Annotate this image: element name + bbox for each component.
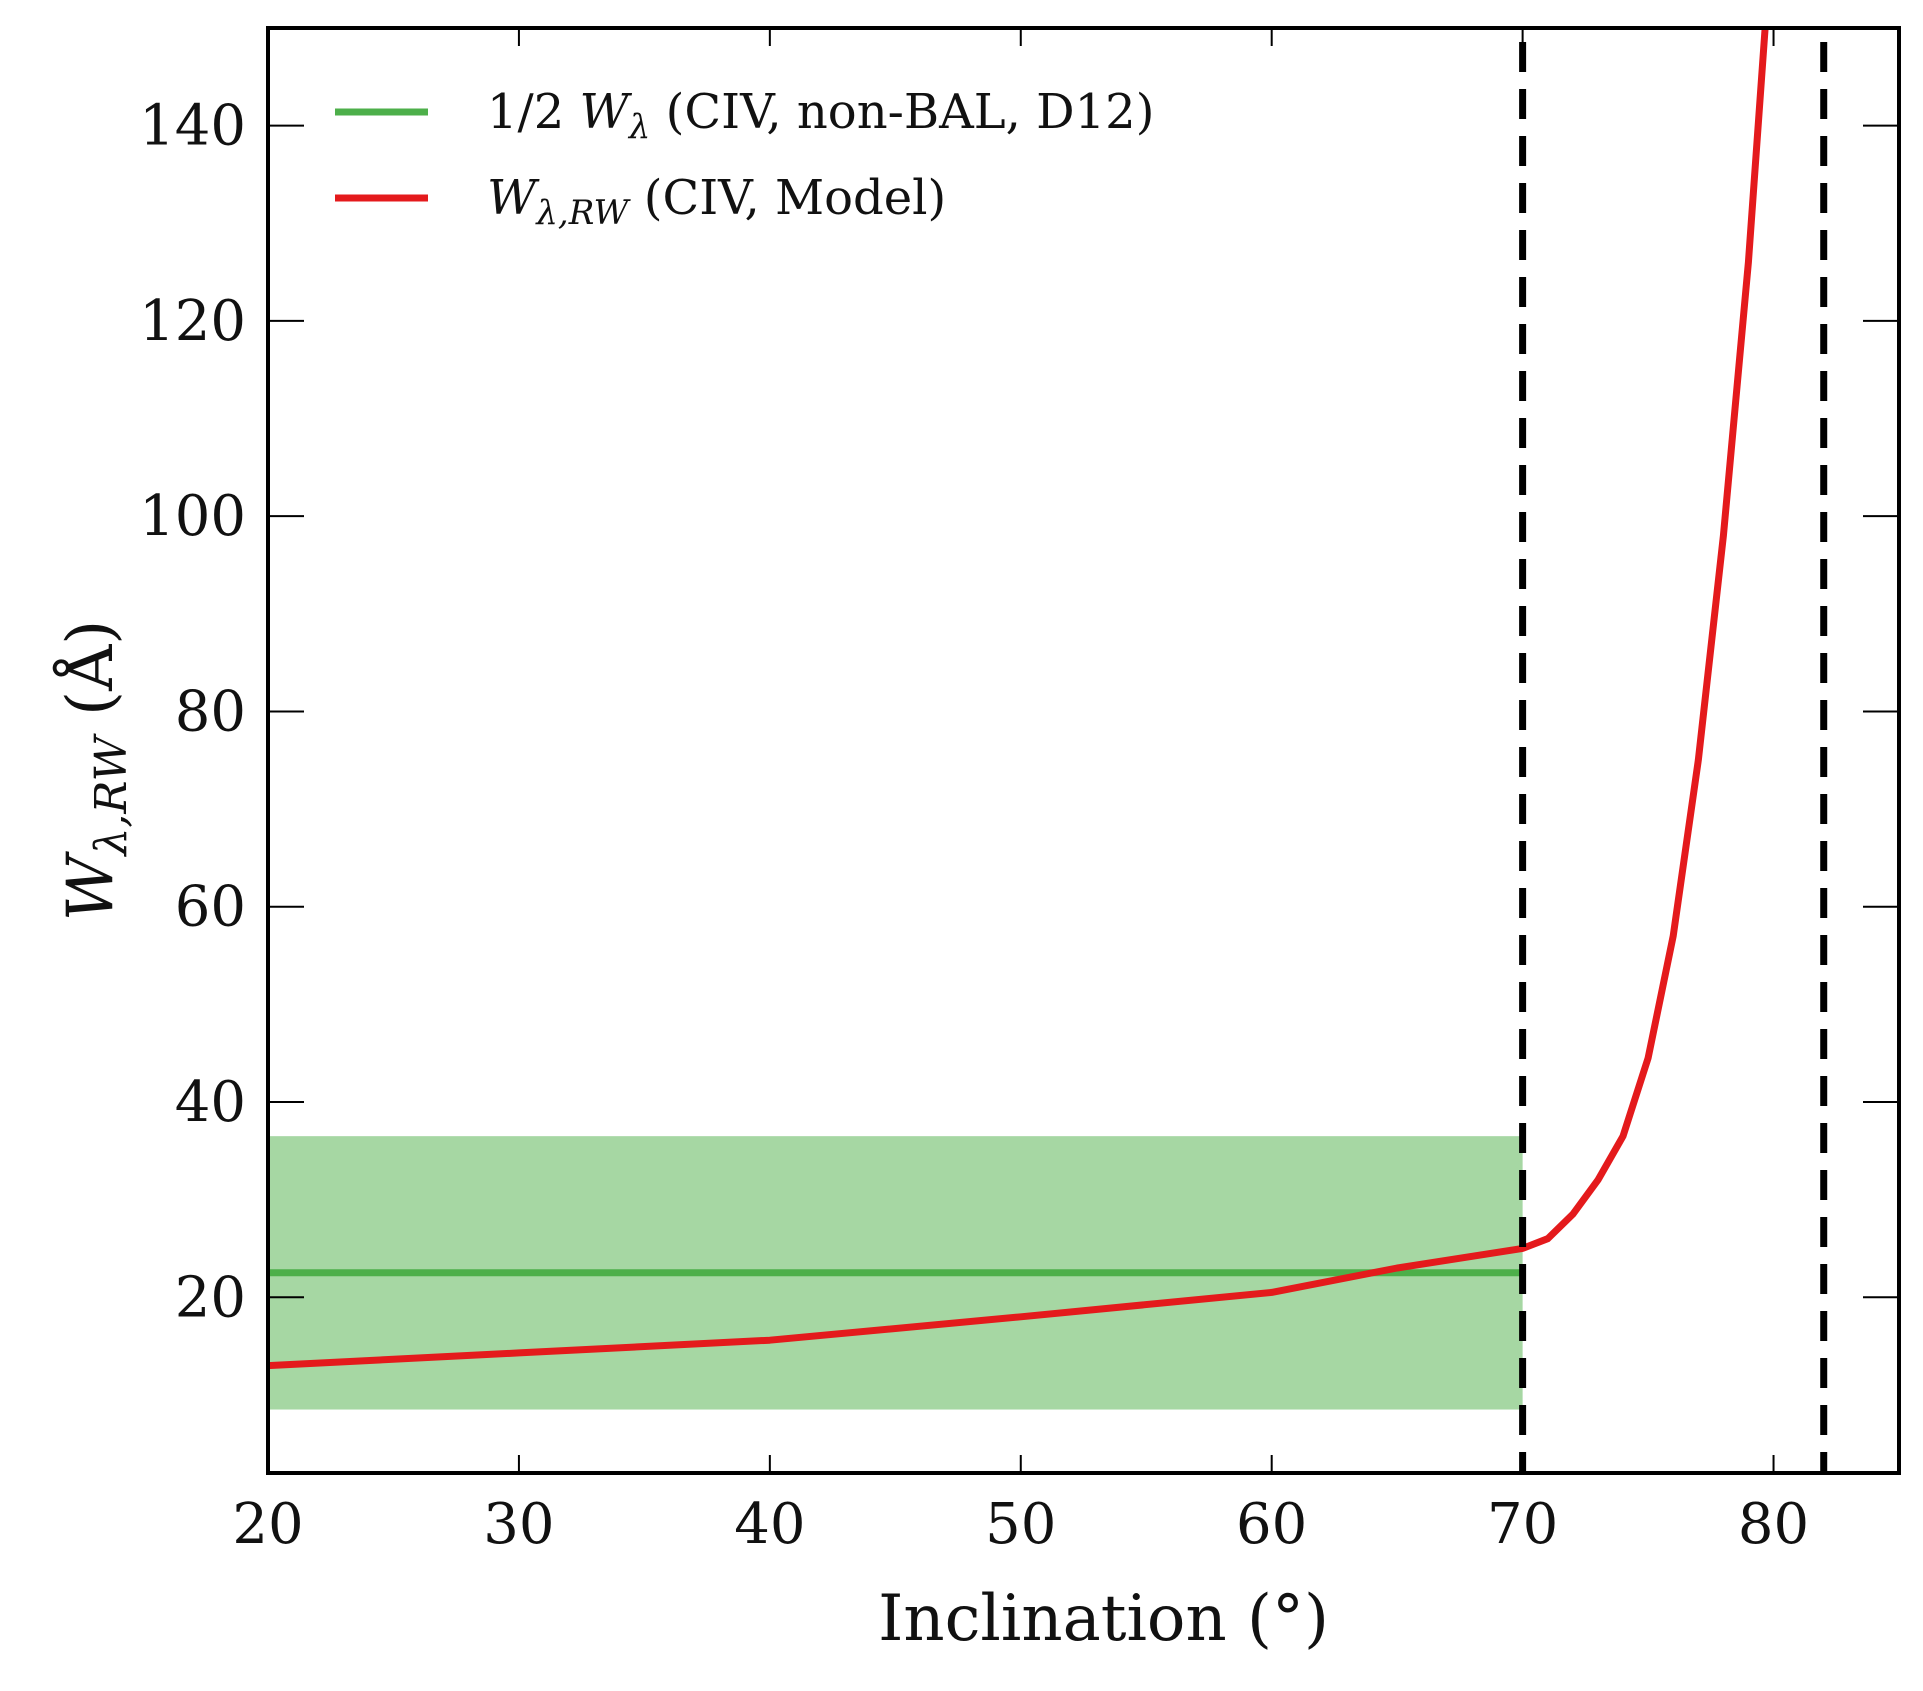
y-axis-label-subscript: λ,RW: [86, 732, 137, 857]
plot-frame: [266, 26, 1901, 1475]
legend-label-subscript: λ: [627, 107, 651, 147]
series-line-1: [268, 28, 1769, 1370]
x-tick-label: 80: [1738, 1492, 1809, 1557]
y-tick-label: 80: [175, 679, 246, 744]
y-tick-label: 60: [175, 875, 246, 940]
y-tick-label: 120: [139, 289, 246, 354]
axes-layer: 20 30 40 50 60 70 80 20 40 60 80 100 120 140 Inclinati…: [53, 26, 1901, 1656]
legend-label-symbol: W: [487, 170, 540, 226]
x-tick-label: 60: [1236, 1492, 1307, 1557]
reference-lines-layer: [1519, 42, 1828, 1473]
legend-label-subscript: λ,RW: [534, 193, 631, 233]
legend-label-0: 1/2 Wλ (CIV, non-BAL, D12): [487, 84, 1154, 147]
y-axis-label: Wλ,RW (Å): [53, 620, 137, 922]
legend-label-1: Wλ,RW (CIV, Model): [487, 170, 946, 233]
legend-label-prefix: 1/2: [487, 84, 580, 140]
y-axis-label-main: W: [54, 850, 128, 921]
y-axis-label-unit: (Å): [53, 620, 128, 737]
y-tick-label: 40: [175, 1070, 246, 1135]
x-tick-label: 50: [985, 1492, 1056, 1557]
x-axis-label: Inclination (°): [878, 1582, 1329, 1656]
x-tick-label: 30: [483, 1492, 554, 1557]
legend-label-suffix: (CIV, Model): [629, 170, 947, 226]
y-tick-label: 140: [139, 94, 246, 159]
legend-label-symbol: W: [580, 84, 633, 140]
legend: 1/2 Wλ (CIV, non-BAL, D12)Wλ,RW (CIV, Mo…: [335, 84, 1154, 233]
x-tick-label: 40: [734, 1492, 805, 1557]
series-layer: [268, 28, 1769, 1370]
y-tick-label: 20: [175, 1265, 246, 1330]
x-tick-label: 70: [1487, 1492, 1558, 1557]
legend-label-suffix: (CIV, non-BAL, D12): [650, 84, 1154, 140]
x-tick-label: 20: [232, 1492, 303, 1557]
y-tick-label: 100: [139, 484, 246, 549]
